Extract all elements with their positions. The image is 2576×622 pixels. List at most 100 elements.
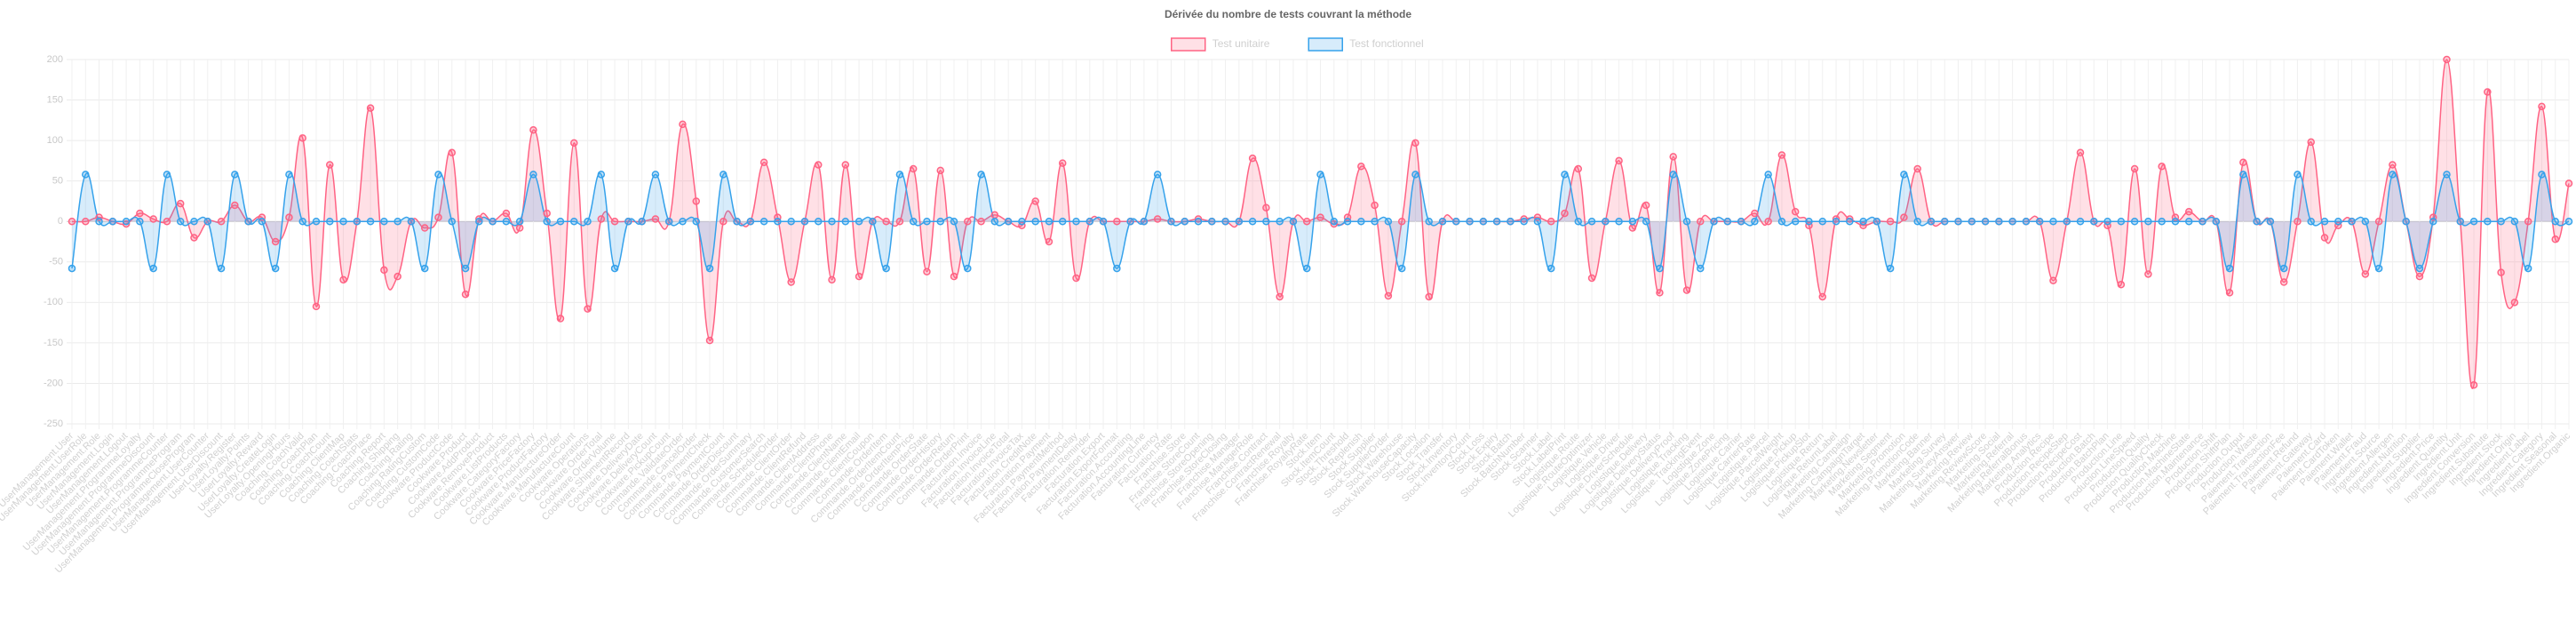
data-point — [2171, 217, 2180, 226]
data-point — [692, 217, 700, 226]
data-point — [298, 217, 306, 226]
data-point — [2402, 217, 2410, 226]
data-point — [312, 217, 321, 226]
data-point — [1818, 217, 1827, 226]
data-point — [1099, 217, 1108, 226]
data-point — [1438, 217, 1447, 226]
legend: Test unitaire Test fonctionnel — [1171, 37, 1424, 52]
data-point — [1140, 217, 1149, 226]
data-point — [380, 266, 388, 275]
data-point — [1954, 217, 1962, 226]
data-point — [679, 120, 687, 129]
data-point — [800, 217, 809, 226]
data-point — [651, 171, 660, 179]
data-point — [380, 217, 388, 226]
data-point — [1642, 201, 1650, 210]
data-point — [448, 217, 457, 226]
data-point — [543, 209, 551, 218]
data-point — [2035, 217, 2044, 226]
data-point — [2334, 217, 2342, 226]
data-point — [1248, 217, 1257, 226]
data-point — [1886, 264, 1895, 273]
data-point — [1167, 217, 1175, 226]
data-point — [1574, 164, 1583, 173]
data-point — [1113, 264, 1121, 273]
data-point — [231, 201, 239, 210]
data-point — [1492, 217, 1501, 226]
data-point — [828, 217, 836, 226]
data-point — [1302, 217, 1311, 226]
data-point — [285, 213, 293, 221]
data-point — [638, 217, 646, 226]
data-point — [597, 215, 606, 223]
data-point — [1126, 217, 1134, 226]
data-point — [1913, 164, 1921, 173]
data-point — [1872, 217, 1881, 226]
data-point — [271, 237, 280, 246]
y-tick-label: -250 — [44, 419, 63, 429]
data-point — [461, 264, 470, 273]
data-point — [2415, 272, 2424, 281]
data-point — [543, 217, 551, 226]
data-point — [1507, 217, 1515, 226]
data-point — [1276, 292, 1284, 301]
data-point — [149, 215, 157, 223]
data-point — [746, 217, 755, 226]
data-point — [122, 217, 131, 226]
data-point — [1289, 217, 1298, 226]
data-point — [1710, 217, 1718, 226]
data-point — [1777, 217, 1786, 226]
data-point — [2564, 217, 2573, 226]
data-point — [1886, 217, 1895, 226]
data-point — [2524, 264, 2532, 273]
chart-title: Dérivée du nombre de tests couvrant la m… — [1165, 8, 1411, 20]
data-point — [1777, 151, 1786, 159]
data-point — [448, 148, 457, 157]
data-point — [1546, 217, 1555, 226]
data-point — [2049, 217, 2057, 226]
data-point — [2524, 217, 2532, 226]
data-point — [420, 264, 429, 273]
data-point — [2484, 88, 2492, 96]
data-point — [2443, 55, 2451, 64]
data-point — [1316, 213, 1324, 221]
plot — [68, 55, 2573, 389]
data-point — [936, 166, 944, 175]
data-point — [1846, 215, 1854, 223]
data-point — [244, 217, 252, 226]
data-point — [366, 217, 375, 226]
data-point — [217, 264, 226, 273]
series-area — [72, 172, 2569, 270]
data-point — [1913, 217, 1921, 226]
data-point — [2225, 289, 2234, 297]
data-point — [759, 217, 768, 226]
data-point — [814, 161, 823, 169]
data-point — [1357, 163, 1365, 171]
data-point — [610, 264, 619, 273]
data-point — [1615, 156, 1623, 165]
y-tick-label: -150 — [44, 338, 63, 348]
data-point — [1697, 217, 1705, 226]
data-point — [2076, 148, 2085, 157]
data-point — [203, 217, 212, 226]
data-point — [2008, 217, 2016, 226]
data-point — [68, 264, 76, 273]
data-point — [2429, 217, 2437, 226]
data-point — [1642, 217, 1650, 226]
data-point — [705, 336, 714, 345]
data-point — [1004, 217, 1013, 226]
data-point — [1384, 291, 1393, 300]
data-point — [759, 158, 768, 166]
data-point — [1194, 217, 1203, 226]
data-point — [2279, 278, 2288, 286]
data-point — [1900, 171, 1908, 179]
data-point — [190, 217, 198, 226]
data-point — [2158, 217, 2166, 226]
data-point — [394, 217, 402, 226]
data-point — [584, 305, 592, 313]
data-point — [1981, 217, 1990, 226]
data-point — [1791, 217, 1800, 226]
data-point — [841, 161, 850, 169]
data-point — [68, 217, 76, 226]
data-point — [1832, 215, 1841, 223]
